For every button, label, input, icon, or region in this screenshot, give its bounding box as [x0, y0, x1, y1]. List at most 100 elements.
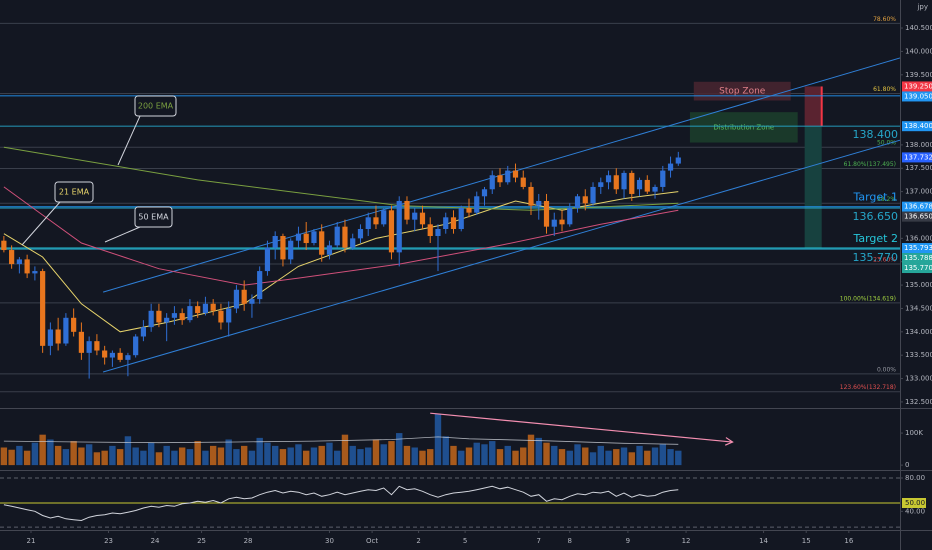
volume-bar	[450, 445, 457, 466]
volume-bar	[225, 439, 232, 466]
candle-body	[9, 250, 15, 265]
ema-line	[3, 186, 679, 286]
candle-body	[427, 224, 433, 237]
y-tick-label: 137.500	[905, 164, 932, 172]
callout-pointer	[21, 201, 61, 246]
y-tick-label: 136.000	[905, 234, 932, 242]
volume-bar	[93, 452, 101, 466]
arrow-head	[724, 437, 734, 446]
volume-bar	[23, 450, 31, 466]
volume-bar	[326, 442, 333, 466]
volume-bar	[365, 447, 372, 466]
fib-label: 38.2%	[877, 196, 896, 203]
candle-body	[40, 271, 46, 346]
volume-bar	[256, 437, 263, 466]
candle-body	[567, 207, 573, 225]
volume-bar	[54, 445, 62, 466]
volume-bar	[295, 444, 302, 466]
candle-body	[342, 226, 348, 248]
candle-body	[187, 306, 193, 321]
price-tag-label: 136.650	[904, 213, 932, 221]
volume-bar	[535, 437, 542, 466]
zone	[689, 112, 798, 143]
candle-body	[458, 207, 464, 230]
volume-bar	[303, 450, 310, 466]
candle-body	[489, 175, 495, 190]
volume-bar	[163, 445, 170, 466]
volume-bar	[78, 447, 85, 466]
volume-bar	[613, 449, 620, 466]
candle-body	[551, 219, 557, 227]
volume-bar	[341, 434, 349, 466]
candle-body	[334, 226, 340, 246]
candle-body	[125, 355, 131, 360]
volume-bar	[171, 450, 178, 466]
candle-body	[86, 341, 92, 353]
x-tick-label: 24	[151, 537, 160, 545]
price-tag-label: 138.400	[904, 122, 932, 130]
volume-bar	[116, 449, 124, 466]
volume-average	[3, 436, 679, 445]
y-tick-label: 0	[905, 461, 909, 469]
position-reward	[804, 126, 822, 249]
volume-bar	[496, 449, 504, 466]
target-label: Target 2	[852, 232, 898, 245]
candle-body	[264, 247, 271, 272]
volume-bar	[202, 450, 209, 466]
candle-body	[102, 350, 108, 358]
y-tick-label: 80.00	[905, 474, 925, 482]
candle-body	[381, 210, 387, 225]
callout-label: 21 EMA	[59, 188, 90, 197]
candle-body	[629, 172, 635, 194]
price-tag-label: 139.050	[904, 92, 932, 100]
fib-label: 61.80%	[873, 86, 896, 93]
volume-bar	[465, 447, 473, 466]
target-label: Target 1	[852, 191, 898, 204]
candle-body	[497, 175, 503, 183]
price-tag	[902, 263, 932, 274]
x-tick-label: 14	[759, 537, 768, 545]
volume-bar	[427, 449, 434, 466]
volume-bar	[411, 447, 418, 466]
volume-bar	[209, 445, 217, 466]
candle-body	[520, 177, 526, 187]
price-tag-label: 139.250	[904, 82, 932, 90]
x-tick-label: 8	[568, 537, 572, 545]
callout-box	[54, 181, 94, 203]
candle-body	[24, 259, 30, 274]
y-tick-label: 50.00	[905, 499, 925, 507]
level-price-label: 136.650	[853, 210, 899, 223]
volume-bar	[651, 447, 659, 466]
x-tick-label: 7	[537, 537, 541, 545]
candle-body	[210, 303, 216, 311]
volume-bar	[132, 447, 139, 466]
callout-box	[134, 95, 177, 117]
candle-body	[388, 210, 395, 253]
candle-body	[505, 170, 511, 183]
volume-bar	[39, 434, 46, 466]
volume-bar	[109, 445, 116, 466]
candle-body	[32, 271, 38, 274]
volume-bar	[636, 445, 643, 466]
candle-body	[257, 271, 263, 300]
candle-body	[16, 259, 22, 265]
volume-bar	[85, 444, 93, 466]
volume-bar	[489, 441, 496, 466]
y-tick-label: 134.000	[905, 328, 932, 336]
volume-bar	[186, 449, 194, 466]
candle-body	[218, 310, 224, 323]
x-tick-label: 16	[844, 537, 853, 545]
volume-bar	[504, 445, 511, 466]
fib-label: 100.00%(134.619)	[840, 295, 896, 302]
volume-bar	[512, 450, 519, 466]
volume-bar	[62, 449, 70, 466]
candle-body	[357, 229, 364, 239]
candle-body	[78, 331, 84, 353]
candle-body	[303, 233, 309, 244]
volume-bar	[620, 447, 628, 466]
x-tick-label: 5	[463, 537, 467, 545]
candle-body	[365, 217, 371, 230]
candle-body	[288, 240, 294, 260]
